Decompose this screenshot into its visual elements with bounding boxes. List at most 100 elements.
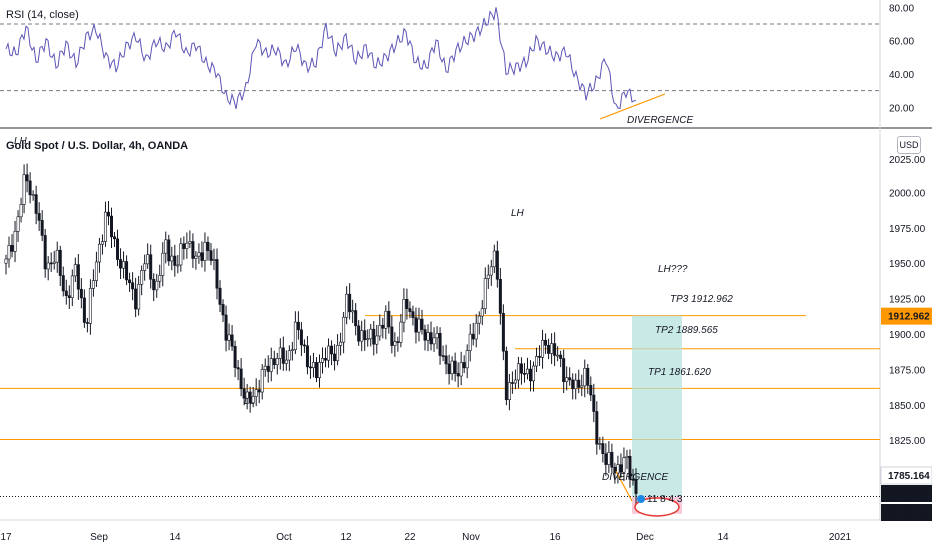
candle-body bbox=[547, 344, 551, 354]
candle-body bbox=[167, 239, 171, 262]
candle-body bbox=[571, 379, 575, 390]
ll-label: LL bbox=[244, 396, 255, 407]
candle-body bbox=[634, 479, 638, 494]
candle-body bbox=[459, 362, 463, 377]
event-circle[interactable] bbox=[634, 497, 680, 517]
candle-body bbox=[46, 262, 50, 270]
candle-body bbox=[538, 356, 542, 358]
position-profit-zone[interactable] bbox=[632, 315, 682, 497]
price-divergence-trendline[interactable] bbox=[615, 471, 633, 502]
candle-body bbox=[372, 328, 376, 345]
candle-body bbox=[158, 275, 162, 282]
drawing-overlays[interactable]: LH LH LL LH??? TP3 1912.962 TP2 1889.565 TP1 1… bbox=[14, 136, 733, 517]
rsi-title: RSI (14, close) bbox=[6, 9, 79, 21]
candle-body bbox=[390, 326, 394, 346]
candle-body bbox=[55, 249, 59, 263]
time-tick-label-10: 2021 bbox=[829, 532, 852, 543]
candle-body bbox=[402, 299, 406, 323]
economic-events-marker[interactable]: 11 8 4 3 bbox=[634, 494, 683, 517]
candle-body bbox=[317, 362, 321, 379]
countdown-badge-bg bbox=[881, 504, 932, 521]
candle-body bbox=[369, 328, 373, 340]
currency-button[interactable]: USD bbox=[897, 136, 921, 154]
candle-body bbox=[140, 270, 144, 285]
event-label: 11 8 4 3 bbox=[647, 494, 683, 505]
candle-body bbox=[423, 329, 427, 341]
candle-body bbox=[248, 391, 252, 404]
candle-body bbox=[236, 367, 240, 370]
time-tick-label-8: Dec bbox=[636, 532, 654, 543]
candle-body bbox=[19, 204, 23, 218]
time-tick-label-0: 17 bbox=[0, 532, 12, 543]
candle-body bbox=[314, 362, 318, 379]
candle-body bbox=[28, 180, 32, 196]
candle-body bbox=[336, 345, 340, 362]
candle-body bbox=[58, 249, 62, 276]
candle-body bbox=[589, 385, 593, 396]
time-tick-label-9: 14 bbox=[717, 532, 729, 543]
candle-body bbox=[170, 255, 174, 262]
candle-body bbox=[164, 239, 168, 254]
candle-body bbox=[444, 355, 448, 365]
candle-body bbox=[366, 338, 370, 341]
candle-body bbox=[76, 264, 80, 290]
price-tick-label-1900: 1900.00 bbox=[889, 330, 926, 341]
candle-body bbox=[7, 245, 11, 260]
lh-label-2: LH bbox=[511, 208, 525, 219]
candle-body bbox=[179, 243, 183, 266]
candle-body bbox=[227, 334, 231, 341]
last-price-badge: 1785.164 bbox=[880, 466, 932, 485]
candle-body bbox=[52, 261, 56, 264]
current-price-badge-bg bbox=[881, 485, 932, 502]
rsi-pane[interactable]: DIVERGENCE bbox=[0, 7, 880, 126]
rsi-price-axis[interactable]: 20.00 40.00 60.00 80.00 bbox=[889, 3, 914, 114]
price-axis[interactable]: 1800.001825.001850.001875.001900.001925.… bbox=[880, 155, 932, 521]
price-tick-label-1825: 1825.00 bbox=[889, 436, 926, 447]
price-tick-label-2000: 2000.00 bbox=[889, 188, 926, 199]
candle-body bbox=[4, 258, 8, 264]
candle-body bbox=[333, 353, 337, 362]
candle-body bbox=[375, 335, 379, 345]
time-tick-label-6: Nov bbox=[462, 532, 480, 543]
candle-body bbox=[574, 379, 578, 390]
candle-body bbox=[284, 359, 288, 364]
candle-body bbox=[360, 330, 364, 342]
time-tick-label-1: Sep bbox=[90, 532, 108, 543]
price-pane[interactable] bbox=[0, 163, 880, 514]
time-axis[interactable]: 17 Sep 14 Oct 12 22 Nov 16 Dec 14 2021 bbox=[0, 532, 851, 543]
candle-body bbox=[281, 347, 285, 364]
rsi-tick-label-20: 20.00 bbox=[889, 103, 914, 114]
candle-body bbox=[260, 369, 264, 393]
candle-body bbox=[607, 452, 611, 465]
time-tick-label-5: 22 bbox=[404, 532, 416, 543]
candle-body bbox=[562, 358, 566, 382]
countdown-badge-text: 01:01:22 bbox=[888, 508, 928, 519]
rsi-tick-label-60: 60.00 bbox=[889, 37, 914, 48]
price-tick-label-1850: 1850.00 bbox=[889, 401, 926, 412]
candle-body bbox=[40, 220, 44, 236]
candle-body bbox=[194, 255, 198, 259]
candle-body bbox=[137, 283, 141, 310]
candle-body bbox=[131, 282, 135, 290]
candle-body bbox=[396, 341, 400, 343]
candle-body bbox=[507, 382, 511, 401]
candle-body bbox=[97, 243, 101, 263]
rsi-series-line[interactable] bbox=[5, 7, 636, 110]
candle-body bbox=[203, 241, 207, 261]
price-tick-label-1950: 1950.00 bbox=[889, 259, 926, 270]
price-divergence-label: DIVERGENCE bbox=[602, 472, 668, 483]
candle-body bbox=[477, 315, 481, 324]
rsi-divergence-trendline[interactable] bbox=[599, 93, 666, 120]
candle-body bbox=[200, 252, 204, 261]
candle-body bbox=[613, 466, 617, 474]
rsi-divergence-label: DIVERGENCE bbox=[627, 115, 693, 126]
candle-body bbox=[64, 290, 68, 296]
candle-body bbox=[453, 360, 457, 374]
candle-body bbox=[435, 333, 439, 339]
candle-body bbox=[299, 329, 303, 346]
candle-body bbox=[269, 358, 273, 372]
candle-body bbox=[125, 261, 129, 281]
price-tick-label-1975: 1975.00 bbox=[889, 224, 926, 235]
candle-body bbox=[212, 259, 216, 261]
